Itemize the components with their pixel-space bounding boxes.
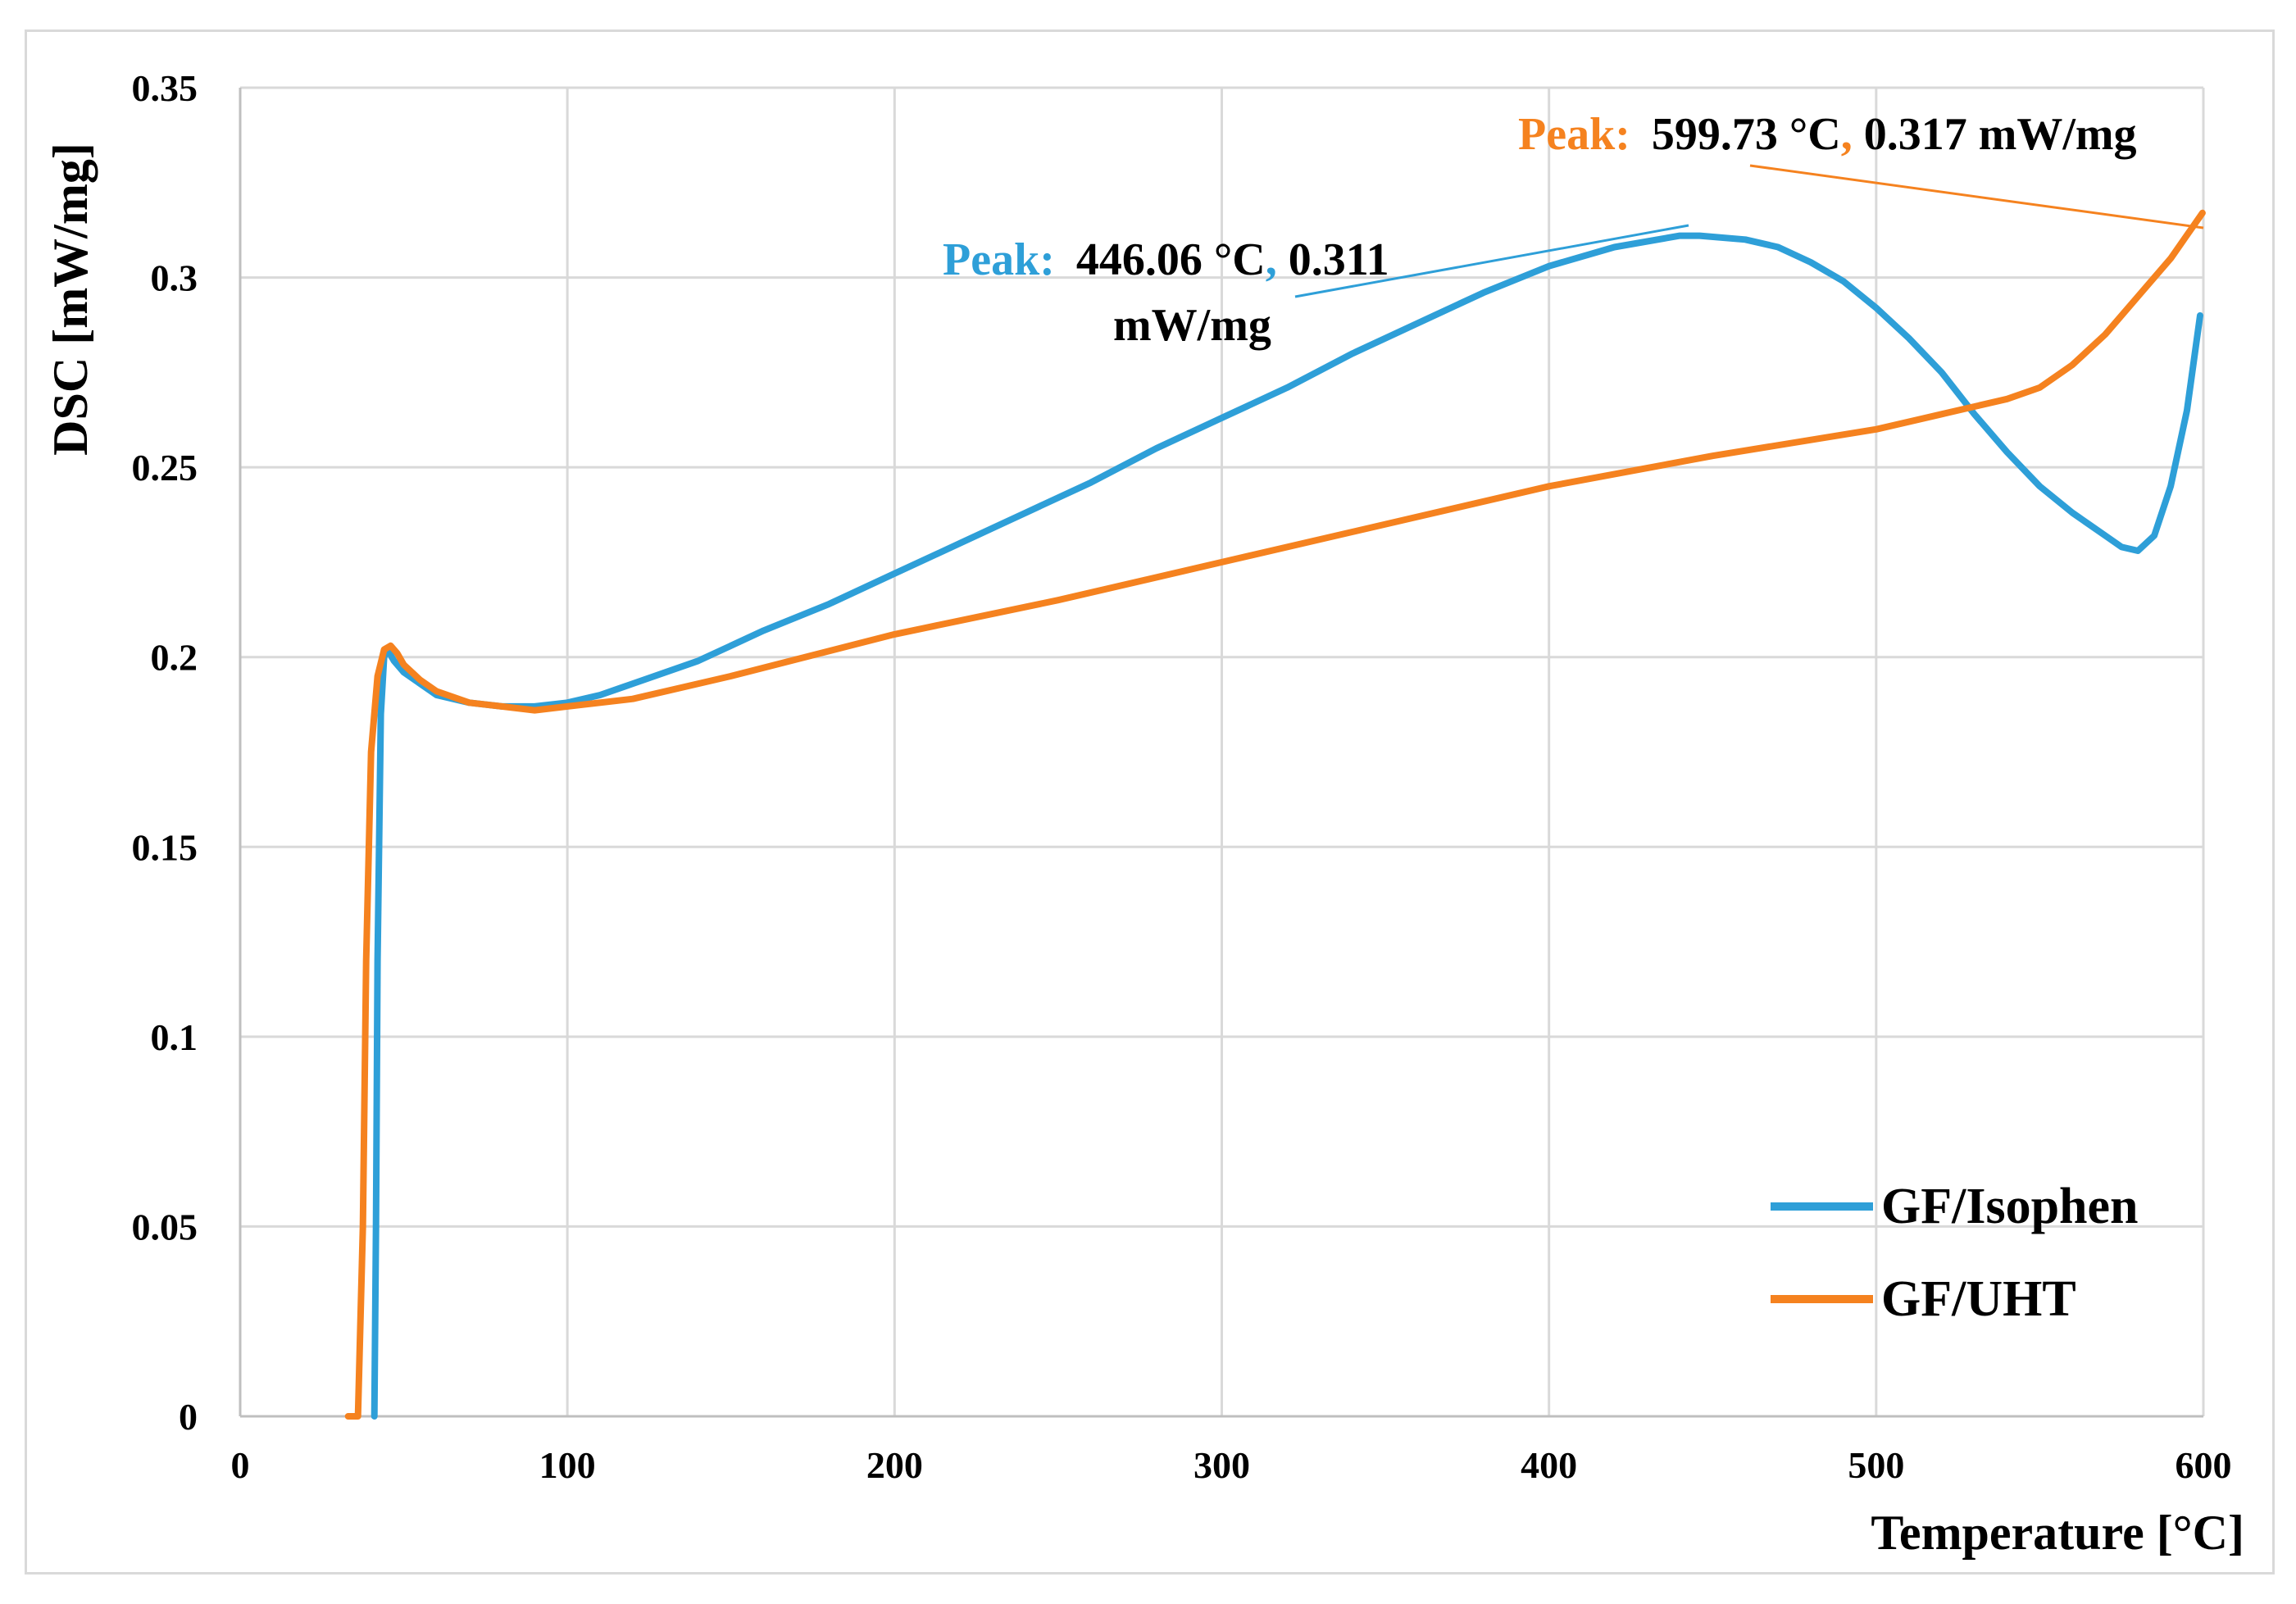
y-tick-label: 0.05 bbox=[132, 1206, 198, 1247]
uht-peak-temperature: 599.73 °C bbox=[1652, 109, 1841, 160]
uht-peak-value: 0.317 mW/mg bbox=[1853, 109, 2137, 160]
x-tick-label: 100 bbox=[539, 1444, 596, 1486]
uht-peak-label: Peak: bbox=[1518, 109, 1630, 160]
x-tick-label: 200 bbox=[866, 1444, 923, 1486]
isophen-peak-label: Peak: bbox=[943, 234, 1055, 285]
uht-peak-separator: , bbox=[1841, 109, 1853, 160]
x-tick-label: 600 bbox=[2176, 1444, 2232, 1486]
legend-label-uht: GF/UHT bbox=[1881, 1271, 2076, 1327]
data-series bbox=[344, 209, 2206, 1420]
x-tick-label: 500 bbox=[1848, 1444, 1904, 1486]
isophen-peak-value: 0.311 bbox=[1277, 234, 1389, 285]
x-tick-label: 400 bbox=[1521, 1444, 1577, 1486]
legend-label-isophen: GF/Isophen bbox=[1881, 1179, 2139, 1234]
y-tick-label: 0.35 bbox=[132, 67, 198, 109]
uht-peak-leader-line bbox=[1749, 164, 2204, 229]
series-line-isophen bbox=[371, 232, 2203, 1420]
y-tick-label: 0.1 bbox=[151, 1016, 198, 1058]
series-line-uht bbox=[344, 209, 2206, 1420]
x-tick-label: 0 bbox=[231, 1444, 250, 1486]
axes: 0 0.05 0.1 0.15 0.2 0.25 0.3 0.35 0 100 200 300 400 5… bbox=[132, 67, 2232, 1486]
y-tick-label: 0 bbox=[179, 1396, 198, 1438]
isophen-peak-annotation: Peak: 446.06 °C, 0.311 bbox=[943, 234, 1389, 285]
y-tick-label: 0.3 bbox=[151, 257, 198, 299]
chart-frame bbox=[25, 30, 2275, 1574]
isophen-peak-leader-line bbox=[1294, 224, 1689, 298]
isophen-peak-separator: , bbox=[1266, 234, 1277, 285]
grid-lines bbox=[240, 86, 2205, 1416]
y-tick-label: 0.25 bbox=[132, 447, 198, 488]
isophen-peak-unit: mW/mg bbox=[1113, 300, 1271, 351]
isophen-peak-temperature: 446.06 °C bbox=[1076, 234, 1266, 285]
uht-peak-annotation: Peak: 599.73 °C, 0.317 mW/mg bbox=[1518, 109, 2137, 160]
x-tick-label: 300 bbox=[1193, 1444, 1250, 1486]
y-tick-label: 0.15 bbox=[132, 826, 198, 868]
x-axis-title: Temperature [°C] bbox=[1871, 1506, 2244, 1560]
y-tick-label: 0.2 bbox=[151, 637, 198, 679]
legend: GF/Isophen GF/UHT bbox=[1771, 1179, 2139, 1327]
y-axis-title: DSC [mW/mg] bbox=[43, 143, 98, 456]
